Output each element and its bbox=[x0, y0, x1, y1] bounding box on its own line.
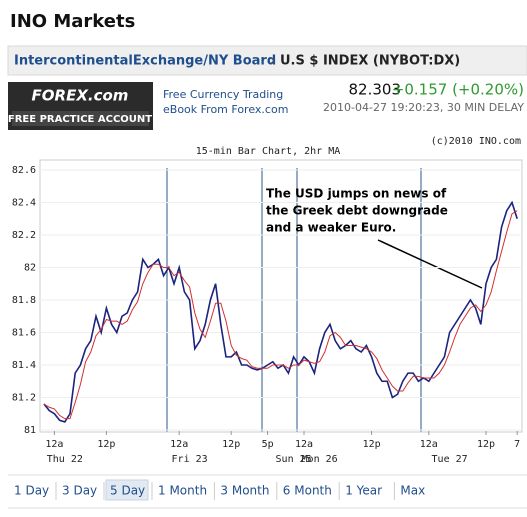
chart-subtitle: 15-min Bar Chart, 2hr MA bbox=[196, 146, 341, 157]
annotation-arrow bbox=[377, 239, 483, 289]
ad-text[interactable]: eBook From Forex.com bbox=[163, 103, 288, 116]
tab-highlight bbox=[105, 479, 149, 501]
x-tick-label: 12p bbox=[477, 439, 495, 450]
x-tick-label: 5p bbox=[262, 439, 274, 450]
annotation: the Greek debt downgrade bbox=[266, 204, 448, 218]
y-tick-label: 81.4 bbox=[12, 360, 36, 371]
range-tab[interactable]: 1 Day bbox=[14, 484, 49, 498]
day-label: Fri 23 bbox=[172, 454, 208, 465]
breadcrumb-separator: › bbox=[270, 54, 275, 69]
range-tab[interactable]: 6 Month bbox=[283, 484, 332, 498]
day-label: Tue 27 bbox=[432, 454, 468, 465]
x-tick-label: 12a bbox=[170, 439, 188, 450]
y-tick-label: 81.6 bbox=[12, 328, 36, 339]
range-tab[interactable]: Max bbox=[400, 484, 425, 498]
y-tick-label: 82 bbox=[24, 263, 36, 274]
range-tab[interactable]: 1 Month bbox=[158, 484, 207, 498]
range-tab[interactable]: 3 Month bbox=[220, 484, 269, 498]
day-label: Sun 25 bbox=[276, 454, 312, 465]
ad-text[interactable]: Free Currency Trading bbox=[163, 88, 283, 101]
copyright: (c)2010 INO.com bbox=[431, 136, 521, 147]
range-tab[interactable]: 3 Day bbox=[62, 484, 97, 498]
y-tick-label: 81.8 bbox=[12, 295, 36, 306]
range-tab[interactable]: 1 Year bbox=[345, 484, 382, 498]
ad-brand: FOREX.com bbox=[32, 87, 129, 105]
breadcrumb-bar bbox=[7, 45, 527, 76]
symbol: U.S $ INDEX (NYBOT:DX) bbox=[280, 54, 460, 69]
series-line bbox=[43, 200, 518, 423]
y-tick-label: 82.6 bbox=[12, 165, 36, 176]
series-line bbox=[43, 210, 518, 420]
breadcrumb-link[interactable]: IntercontinentalExchange/NY Board bbox=[14, 54, 276, 69]
annotation: The USD jumps on news of bbox=[266, 187, 447, 201]
y-tick-label: 81 bbox=[24, 425, 36, 436]
page-title: INO Markets bbox=[10, 11, 135, 32]
plot-area bbox=[39, 159, 523, 433]
x-tick-label: 12p bbox=[97, 439, 115, 450]
y-tick-label: 81.2 bbox=[12, 393, 36, 404]
y-tick-label: 82.2 bbox=[12, 230, 36, 241]
x-tick-label: 12p bbox=[363, 439, 381, 450]
timestamp: 2010-04-27 19:20:23, 30 MIN DELAY bbox=[323, 101, 524, 114]
y-tick-label: 82.4 bbox=[12, 198, 36, 209]
x-tick-label: 12a bbox=[420, 439, 438, 450]
day-label: Thu 22 bbox=[47, 454, 83, 465]
price: 82.303 bbox=[349, 81, 402, 99]
x-tick-label: 12a bbox=[45, 439, 63, 450]
x-tick-label: 7 bbox=[514, 439, 520, 450]
day-label: Mon 26 bbox=[302, 454, 338, 465]
x-tick-label: 12p bbox=[222, 439, 240, 450]
annotation: and a weaker Euro. bbox=[266, 221, 396, 235]
x-tick-label: 12a bbox=[295, 439, 313, 450]
range-tab[interactable]: 5 Day bbox=[110, 484, 145, 498]
ad-tag-bg bbox=[12, 111, 149, 126]
ad-tagline: FREE PRACTICE ACCOUNT bbox=[8, 114, 152, 125]
price-change: +0.157 (+0.20%) bbox=[392, 81, 524, 99]
